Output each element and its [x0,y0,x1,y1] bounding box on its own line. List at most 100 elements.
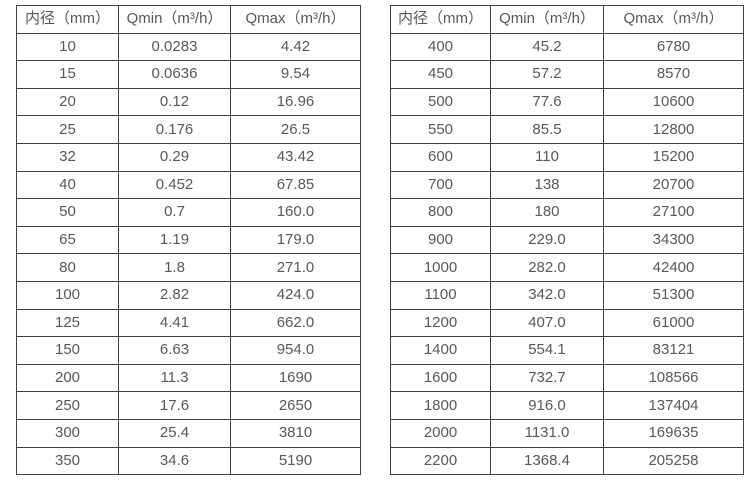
table-row: 250 17.6 2650 [16,391,361,420]
table-row: 200 11.3 1690 [16,363,361,393]
table-cell: 1131.0 [490,418,604,448]
table-cell: 83121 [603,336,744,365]
table-cell: 9.54 [230,60,361,89]
table-cell: 1400 [390,336,491,365]
table-cell: 5190 [230,446,361,476]
table-cell: 150 [16,336,119,365]
table-cell: 200 [16,363,119,393]
table-cell: 4.41 [118,308,231,338]
table-cell: 732.7 [490,363,604,393]
table-cell: 51300 [603,280,744,310]
table-cell: 50 [16,198,119,227]
table-cell: 4.42 [230,32,361,62]
table-row: 125 4.41 662.0 [16,308,361,338]
table-cell: 65 [16,225,119,255]
table-row: 40 0.452 67.85 [16,170,361,200]
table-row: 300 25.4 3810 [16,418,361,448]
table-row: 2000 1131.0 169635 [390,418,744,448]
table-cell: 1.8 [118,253,231,282]
table-row: 65 1.19 179.0 [16,225,361,255]
table-cell: 108566 [603,363,744,393]
table-cell: 2200 [390,446,491,476]
table-cell: 700 [390,170,491,200]
table-cell: 34300 [603,225,744,255]
table-cell: 0.7 [118,198,231,227]
table-row: 100 2.82 424.0 [16,280,361,310]
table-row: 800 180 27100 [390,198,744,227]
table-cell: 125 [16,308,119,338]
table-cell: 1100 [390,280,491,310]
table-cell: 550 [390,115,491,144]
table-cell: 271.0 [230,253,361,282]
table-cell: 40 [16,170,119,200]
column-header-qmin: Qmin（m³/h） [118,5,231,34]
table-cell: 342.0 [490,280,604,310]
table-cell: 0.12 [118,87,231,117]
table-cell: 20 [16,87,119,117]
table-body: 400 45.2 6780 450 57.2 8570 500 77.6 10600 550 85.… [390,32,744,476]
table-row: 1800 916.0 137404 [390,391,744,420]
table-cell: 16.96 [230,87,361,117]
table-row: 550 85.5 12800 [390,115,744,144]
table-cell: 15200 [603,142,744,172]
column-header-diameter: 内径（mm） [390,5,491,34]
table-cell: 67.85 [230,170,361,200]
table-cell: 138 [490,170,604,200]
table-cell: 160.0 [230,198,361,227]
table-cell: 600 [390,142,491,172]
column-header-qmax: Qmax（m³/h） [230,5,361,34]
table-cell: 0.0283 [118,32,231,62]
table-cell: 10600 [603,87,744,117]
table-cell: 1600 [390,363,491,393]
table-row: 1200 407.0 61000 [390,308,744,338]
table-row: 50 0.7 160.0 [16,198,361,227]
table-cell: 12800 [603,115,744,144]
table-cell: 400 [390,32,491,62]
table-cell: 554.1 [490,336,604,365]
table-row: 150 6.63 954.0 [16,336,361,365]
table-row: 1000 282.0 42400 [390,253,744,282]
table-cell: 100 [16,280,119,310]
table-cell: 1690 [230,363,361,393]
table-row: 700 138 20700 [390,170,744,200]
table-row: 80 1.8 271.0 [16,253,361,282]
header-row: 内径（mm） Qmin（m³/h） Qmax（m³/h） [16,5,361,34]
table-cell: 15 [16,60,119,89]
table-cell: 0.176 [118,115,231,144]
table-row: 350 34.6 5190 [16,446,361,476]
table-cell: 85.5 [490,115,604,144]
table-cell: 27100 [603,198,744,227]
table-row: 400 45.2 6780 [390,32,744,62]
table-cell: 11.3 [118,363,231,393]
table-cell: 2650 [230,391,361,420]
table-cell: 32 [16,142,119,172]
table-cell: 229.0 [490,225,604,255]
table-cell: 77.6 [490,87,604,117]
table-cell: 800 [390,198,491,227]
table-cell: 250 [16,391,119,420]
table-cell: 80 [16,253,119,282]
table-cell: 0.452 [118,170,231,200]
table-cell: 6780 [603,32,744,62]
table-cell: 8570 [603,60,744,89]
table-cell: 916.0 [490,391,604,420]
table-row: 900 229.0 34300 [390,225,744,255]
flow-range-table-right: 内径（mm） Qmin（m³/h） Qmax（m³/h） 400 45.2 6780… [390,5,744,476]
table-body: 10 0.0283 4.42 15 0.0636 9.54 20 0.12 16.96 25 0.1… [16,32,361,476]
table-cell: 0.29 [118,142,231,172]
table-cell: 34.6 [118,446,231,476]
table-cell: 45.2 [490,32,604,62]
table-row: 1100 342.0 51300 [390,280,744,310]
tables-container: 内径（mm） Qmin（m³/h） Qmax（m³/h） 10 0.0283 4.4… [16,5,750,476]
table-row: 1400 554.1 83121 [390,336,744,365]
table-cell: 1000 [390,253,491,282]
table-cell: 900 [390,225,491,255]
table-cell: 1368.4 [490,446,604,476]
flow-range-table-left: 内径（mm） Qmin（m³/h） Qmax（m³/h） 10 0.0283 4.4… [16,5,361,476]
header-row: 内径（mm） Qmin（m³/h） Qmax（m³/h） [390,5,744,34]
table-cell: 3810 [230,418,361,448]
table-row: 1600 732.7 108566 [390,363,744,393]
table-cell: 61000 [603,308,744,338]
table-cell: 20700 [603,170,744,200]
table-cell: 407.0 [490,308,604,338]
